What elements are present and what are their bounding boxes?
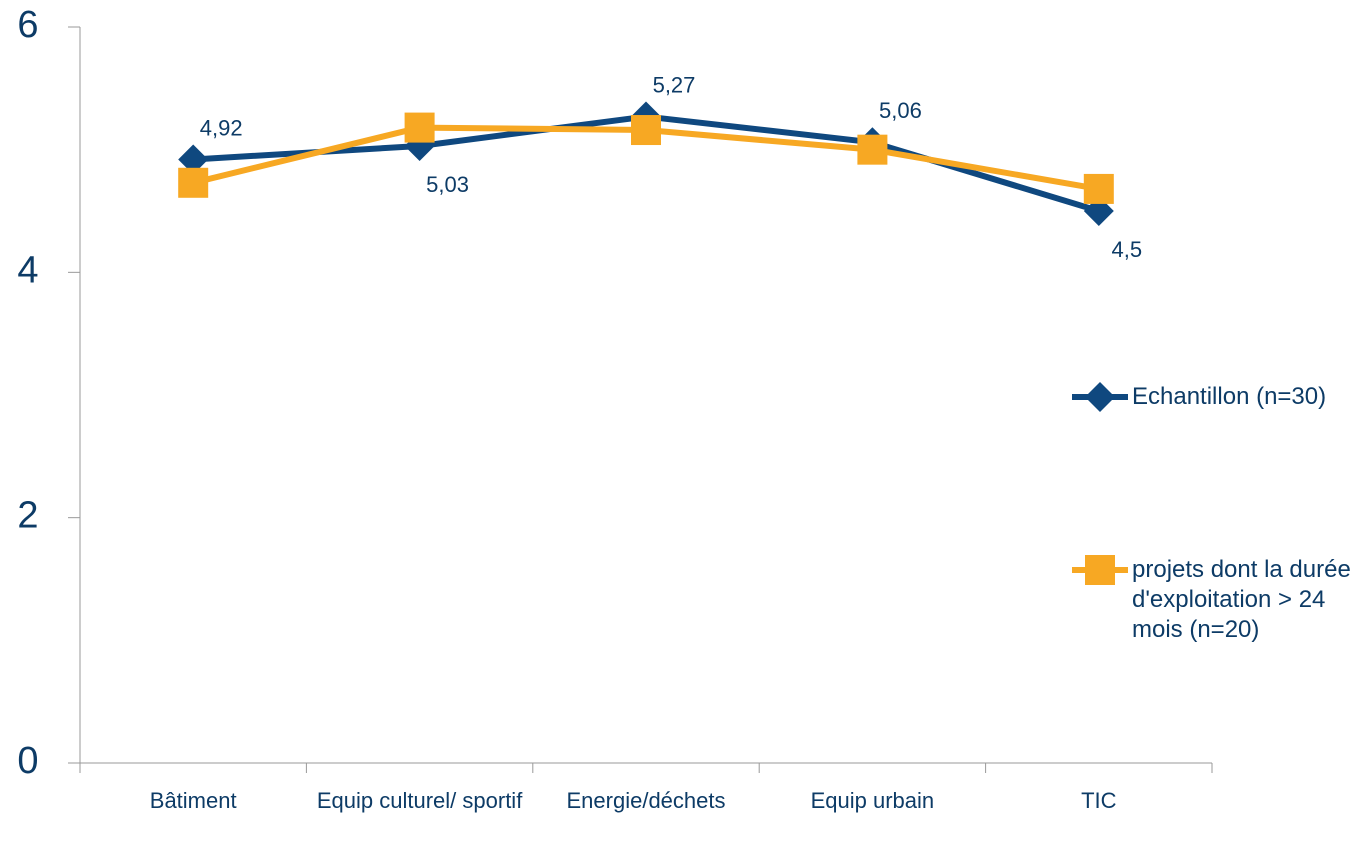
data-point bbox=[178, 144, 209, 175]
y-tick-label: 6 bbox=[17, 4, 38, 46]
data-point bbox=[178, 167, 209, 198]
data-point bbox=[857, 134, 888, 165]
x-tick-label: TIC bbox=[1081, 788, 1117, 813]
x-tick-label: Equip urbain bbox=[810, 788, 935, 813]
data-label: 5,06 bbox=[879, 98, 922, 123]
data-point bbox=[631, 115, 661, 146]
x-tick-label: Equip culturel/ sportif bbox=[316, 788, 523, 813]
data-point bbox=[1083, 173, 1114, 204]
data-label: 4,92 bbox=[200, 115, 243, 140]
y-tick-label: 2 bbox=[17, 495, 38, 537]
data-label: 5,27 bbox=[653, 72, 696, 97]
data-point bbox=[404, 112, 435, 143]
data-label: 4,5 bbox=[1112, 237, 1143, 262]
y-tick-label: 0 bbox=[17, 740, 38, 782]
x-tick-label: Energie/déchets bbox=[566, 788, 726, 813]
legend-label: Echantillon (n=30) bbox=[1132, 383, 1327, 410]
legend-marker bbox=[1085, 382, 1115, 412]
legend-label: projets dont la durée d'exploitation > 2… bbox=[1132, 556, 1351, 643]
legend-marker bbox=[1085, 555, 1115, 585]
y-tick-label: 4 bbox=[17, 249, 38, 291]
data-label: 5,03 bbox=[426, 172, 469, 197]
x-tick-label: Bâtiment bbox=[149, 788, 237, 813]
